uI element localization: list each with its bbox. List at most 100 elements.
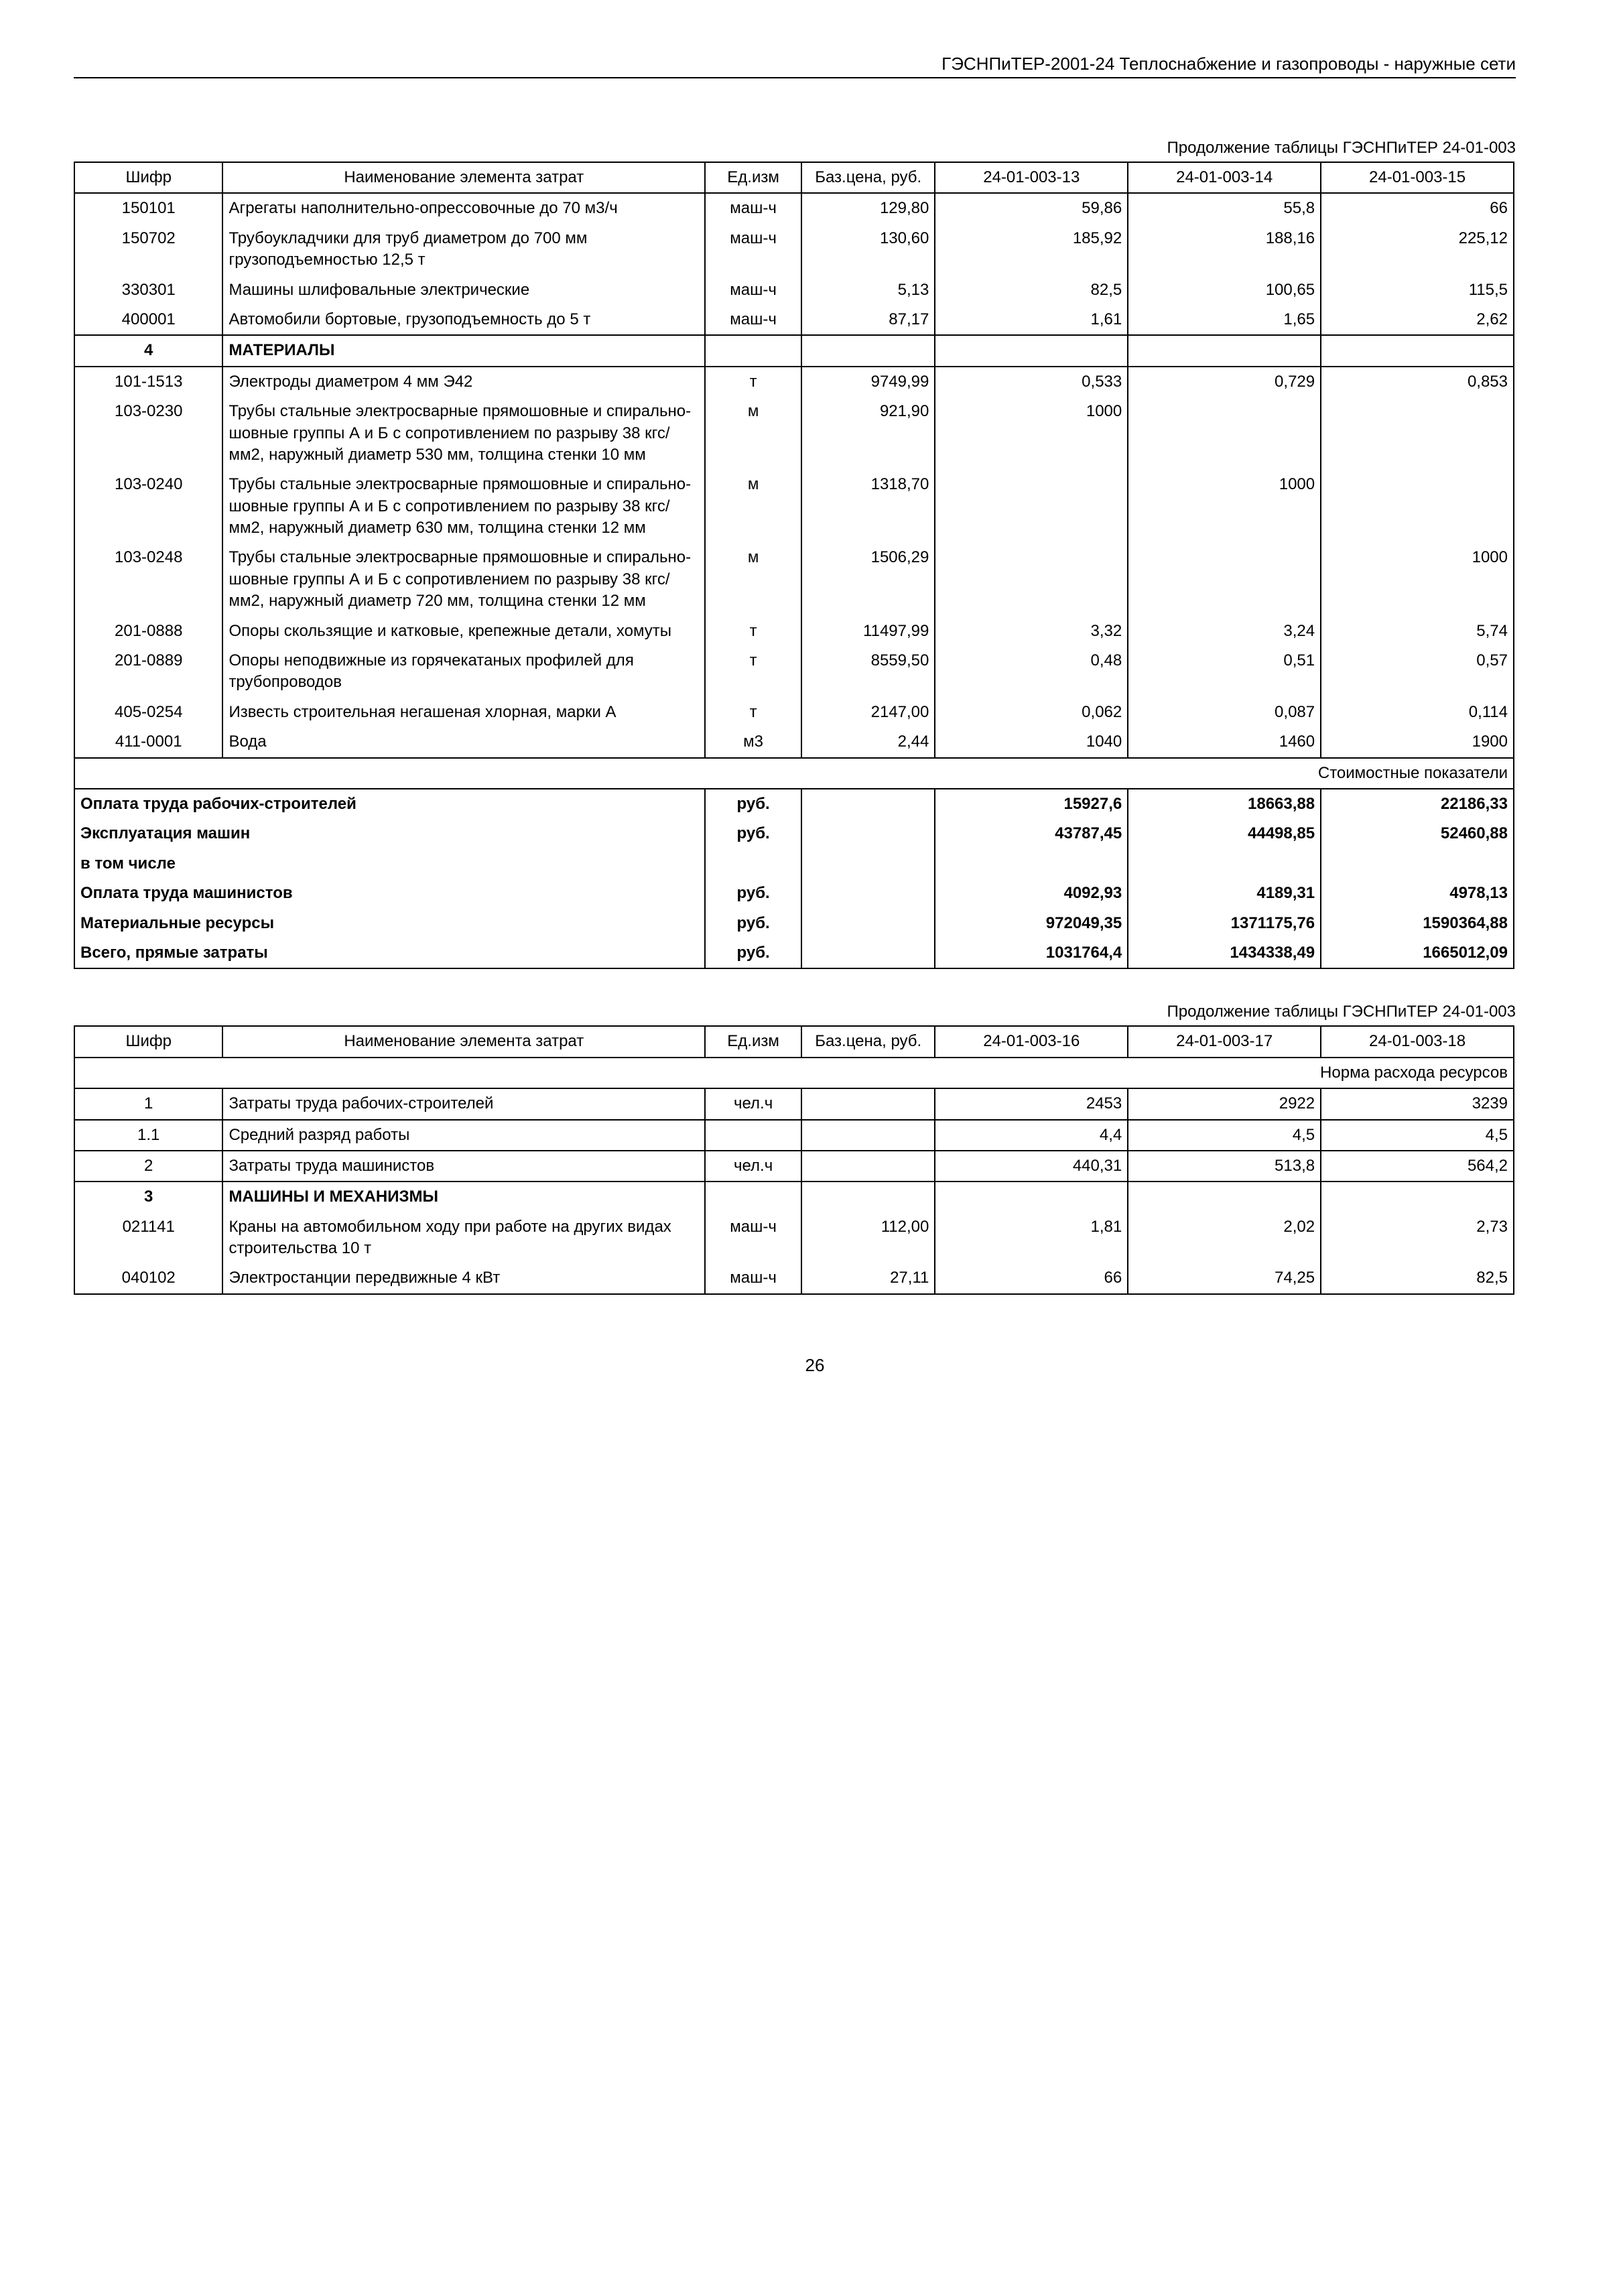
cell-v2: 0,087 <box>1128 698 1321 727</box>
cell-base: 87,17 <box>801 305 935 335</box>
cell-v3: 1900 <box>1321 727 1514 757</box>
cell-name: Электростанции передвижные 4 кВт <box>222 1263 705 1293</box>
cell-empty <box>1321 1182 1514 1212</box>
col-code: Шифр <box>74 162 222 193</box>
cell-v2: 0,729 <box>1128 367 1321 397</box>
cell-base: 130,60 <box>801 224 935 275</box>
cost-row: Материальные ресурсы руб. 972049,35 1371… <box>74 909 1514 938</box>
cost-section-header-row: Стоимостные показатели <box>74 758 1514 789</box>
table-row: 150101 Агрегаты наполнительно-опрессовоч… <box>74 193 1514 223</box>
cell-code: 400001 <box>74 305 222 335</box>
cost-name: Эксплуатация машин <box>74 819 705 848</box>
cost-v2: 1371175,76 <box>1128 909 1321 938</box>
cost-row: Оплата труда машинистов руб. 4092,93 418… <box>74 879 1514 908</box>
table-row: 201-0888 Опоры скользящие и катковые, кр… <box>74 617 1514 646</box>
cell-name: Электроды диаметром 4 мм Э42 <box>222 367 705 397</box>
cell-v3 <box>1321 470 1514 543</box>
cell-name: Затраты труда машинистов <box>222 1151 705 1182</box>
cost-unit: руб. <box>705 879 801 908</box>
cell-code: 021141 <box>74 1212 222 1264</box>
cell-unit: маш-ч <box>705 1212 801 1264</box>
cost-v2: 18663,88 <box>1128 789 1321 819</box>
table-row: 2 Затраты труда машинистов чел.ч 440,31 … <box>74 1151 1514 1182</box>
cell-unit: чел.ч <box>705 1088 801 1119</box>
cell-v1: 3,32 <box>935 617 1128 646</box>
cell-empty <box>801 1182 935 1212</box>
cell-v3: 0,853 <box>1321 367 1514 397</box>
cell-empty <box>801 849 935 879</box>
cell-name: Средний разряд работы <box>222 1120 705 1151</box>
section-code: 3 <box>74 1182 222 1212</box>
table-row: 150702 Трубоукладчики для труб диаметром… <box>74 224 1514 275</box>
cell-v2: 513,8 <box>1128 1151 1321 1182</box>
cell-name: Автомобили бортовые, грузоподъемность до… <box>222 305 705 335</box>
table-row: 201-0889 Опоры неподвижные из горячеката… <box>74 646 1514 698</box>
cell-v1: 0,48 <box>935 646 1128 698</box>
cell-empty <box>801 879 935 908</box>
col-c1: 24-01-003-13 <box>935 162 1128 193</box>
cost-v1: 1031764,4 <box>935 938 1128 968</box>
cell-empty <box>801 335 935 366</box>
cell-v3: 0,114 <box>1321 698 1514 727</box>
section-header-row: 3 МАШИНЫ И МЕХАНИЗМЫ <box>74 1182 1514 1212</box>
cell-base: 11497,99 <box>801 617 935 646</box>
cell-name: Трубы стальные электросварные прямошовны… <box>222 543 705 616</box>
table-row: 021141 Краны на автомобильном ходу при р… <box>74 1212 1514 1264</box>
cell-v3: 5,74 <box>1321 617 1514 646</box>
cell-empty <box>935 335 1128 366</box>
cell-name: Трубы стальные электросварные прямошовны… <box>222 397 705 470</box>
norm-header-label: Норма расхода ресурсов <box>74 1058 1514 1088</box>
col-c2: 24-01-003-17 <box>1128 1026 1321 1057</box>
cost-v2: 4189,31 <box>1128 879 1321 908</box>
cell-base: 112,00 <box>801 1212 935 1264</box>
cell-v3: 82,5 <box>1321 1263 1514 1293</box>
cell-v2 <box>1128 397 1321 470</box>
cell-unit <box>705 1120 801 1151</box>
cell-v2: 2922 <box>1128 1088 1321 1119</box>
cell-v1: 185,92 <box>935 224 1128 275</box>
cell-base <box>801 1088 935 1119</box>
cell-v1: 0,533 <box>935 367 1128 397</box>
cost-v1: 972049,35 <box>935 909 1128 938</box>
cell-v3: 4,5 <box>1321 1120 1514 1151</box>
cell-empty <box>1128 335 1321 366</box>
cell-code: 103-0248 <box>74 543 222 616</box>
table-row: 1 Затраты труда рабочих-строителей чел.ч… <box>74 1088 1514 1119</box>
cell-v1: 82,5 <box>935 275 1128 305</box>
cost-v3: 1665012,09 <box>1321 938 1514 968</box>
cost-v1: 4092,93 <box>935 879 1128 908</box>
col-name: Наименование элемента затрат <box>222 162 705 193</box>
cell-v3: 115,5 <box>1321 275 1514 305</box>
table-row: 103-0248 Трубы стальные электросварные п… <box>74 543 1514 616</box>
cell-base: 129,80 <box>801 193 935 223</box>
cell-empty <box>705 335 801 366</box>
norm-section-header-row: Норма расхода ресурсов <box>74 1058 1514 1088</box>
cell-v1 <box>935 543 1128 616</box>
cell-v2: 2,02 <box>1128 1212 1321 1264</box>
cell-unit: м <box>705 543 801 616</box>
cell-name: Затраты труда рабочих-строителей <box>222 1088 705 1119</box>
cell-code: 1.1 <box>74 1120 222 1151</box>
col-name: Наименование элемента затрат <box>222 1026 705 1057</box>
cost-v3: 4978,13 <box>1321 879 1514 908</box>
cost-unit: руб. <box>705 789 801 819</box>
cost-row: в том числе <box>74 849 1514 879</box>
col-unit: Ед.изм <box>705 1026 801 1057</box>
cost-v3 <box>1321 849 1514 879</box>
cell-unit: т <box>705 617 801 646</box>
cell-name: Агрегаты наполнительно-опрессовочные до … <box>222 193 705 223</box>
data-table-1: Шифр Наименование элемента затрат Ед.изм… <box>74 162 1514 969</box>
cell-unit: т <box>705 698 801 727</box>
cell-v3 <box>1321 397 1514 470</box>
cost-v3: 52460,88 <box>1321 819 1514 848</box>
cell-v1: 1,81 <box>935 1212 1128 1264</box>
cell-code: 411-0001 <box>74 727 222 757</box>
cell-v2 <box>1128 543 1321 616</box>
data-table-2: Шифр Наименование элемента затрат Ед.изм… <box>74 1025 1514 1295</box>
cell-base: 921,90 <box>801 397 935 470</box>
cell-code: 103-0230 <box>74 397 222 470</box>
section-name: МАТЕРИАЛЫ <box>222 335 705 366</box>
cell-name: Трубоукладчики для труб диаметром до 700… <box>222 224 705 275</box>
cell-code: 201-0889 <box>74 646 222 698</box>
cell-base: 2147,00 <box>801 698 935 727</box>
